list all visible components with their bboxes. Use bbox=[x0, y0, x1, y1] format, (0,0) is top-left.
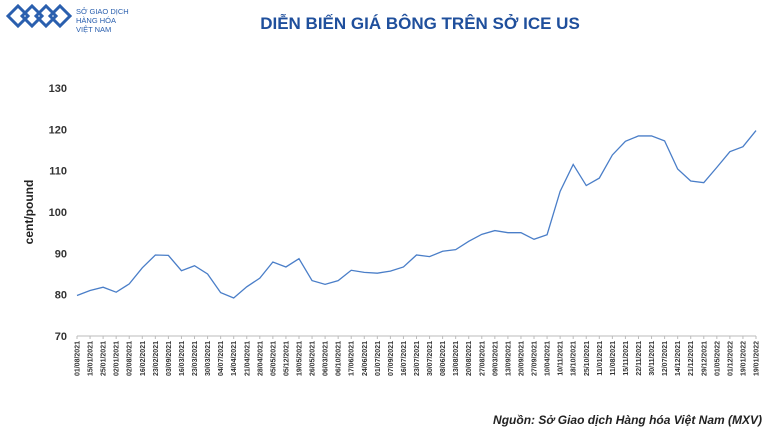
x-tick-label: 14/12/2021 bbox=[675, 341, 682, 376]
x-tick-label: 03/09/2021 bbox=[166, 341, 173, 376]
y-tick-label: 100 bbox=[49, 207, 67, 219]
chart-title: DIỄN BIẾN GIÁ BÔNG TRÊN SỞ ICE US bbox=[260, 14, 580, 33]
x-tick-label: 30/03/2021 bbox=[205, 341, 212, 376]
x-tick-label: 06/10/2021 bbox=[336, 341, 343, 376]
x-tick-label: 11/08/2021 bbox=[610, 341, 617, 376]
x-tick-label: 06/03/2021 bbox=[323, 341, 330, 376]
x-tick-label: 07/09/2021 bbox=[388, 341, 395, 376]
x-tick-label: 12/07/2021 bbox=[662, 341, 669, 376]
x-tick-label: 16/03/2021 bbox=[179, 341, 186, 376]
y-tick-label: 70 bbox=[55, 331, 67, 343]
x-tick-label: 20/09/2021 bbox=[518, 341, 525, 376]
x-tick-label: 01/05/2022 bbox=[714, 341, 721, 376]
x-tick-label: 16/02/2021 bbox=[140, 341, 147, 376]
x-tick-label: 20/08/2021 bbox=[466, 341, 473, 376]
x-tick-label: 19/01/2022 bbox=[754, 341, 761, 376]
x-tick-label: 29/12/2021 bbox=[701, 341, 708, 376]
x-tick-label: 02/01/2021 bbox=[114, 341, 121, 376]
y-tick-label: 90 bbox=[55, 248, 67, 260]
x-tick-label: 04/07/2021 bbox=[218, 341, 225, 376]
x-tick-label: 27/08/2021 bbox=[479, 341, 486, 376]
x-tick-label: 23/03/2021 bbox=[192, 341, 199, 376]
x-tick-label: 23/02/2021 bbox=[153, 341, 160, 376]
x-tick-label: 24/06/2021 bbox=[362, 341, 369, 376]
x-tick-label: 28/04/2021 bbox=[257, 341, 264, 376]
x-tick-label: 26/05/2021 bbox=[310, 341, 317, 376]
y-tick-label: 110 bbox=[49, 166, 67, 178]
x-tick-label: 18/10/2021 bbox=[571, 341, 578, 376]
y-tick-label: 80 bbox=[55, 290, 67, 302]
x-tick-label: 17/06/2021 bbox=[349, 341, 356, 376]
source: Nguồn: Sở Giao dịch Hàng hóa Việt Nam (M… bbox=[493, 413, 762, 427]
x-tick-label: 19/01/2022 bbox=[740, 341, 747, 376]
x-tick-label: 09/03/2021 bbox=[492, 341, 499, 376]
x-tick-label: 10/04/2021 bbox=[545, 341, 552, 376]
x-tick-label: 13/08/2021 bbox=[453, 341, 460, 376]
y-axis-label: cent/pound bbox=[22, 180, 36, 245]
x-tick-label: 08/06/2021 bbox=[440, 341, 447, 376]
x-tick-label: 16/07/2021 bbox=[401, 341, 408, 376]
x-tick-label: 11/01/2021 bbox=[597, 341, 604, 376]
x-tick-label: 15/11/2021 bbox=[623, 341, 630, 376]
logo: SỞ GIAO DỊCH HÀNG HÓA VIỆT NAM bbox=[5, 3, 129, 34]
x-tick-label: 30/07/2021 bbox=[427, 341, 434, 376]
x-tick-label: 14/04/2021 bbox=[231, 341, 238, 376]
y-tick-label: 120 bbox=[49, 124, 67, 136]
logo-text: VIỆT NAM bbox=[76, 25, 111, 34]
x-tick-label: 25/10/2021 bbox=[584, 341, 591, 376]
x-tick-label: 21/12/2021 bbox=[688, 341, 695, 376]
x-tick-label: 13/09/2021 bbox=[505, 341, 512, 376]
x-tick-label: 01/12/2022 bbox=[727, 341, 734, 376]
x-tick-label: 02/08/2021 bbox=[127, 341, 134, 376]
x-tick-label: 01/08/2021 bbox=[75, 341, 82, 376]
x-tick-label: 22/11/2021 bbox=[636, 341, 643, 376]
x-tick-label: 30/11/2021 bbox=[649, 341, 656, 376]
x-tick-label: 19/05/2021 bbox=[296, 341, 303, 376]
x-tick-label: 10/11/2021 bbox=[558, 341, 565, 376]
x-tick-label: 25/01/2021 bbox=[101, 341, 108, 376]
x-tick-label: 27/09/2021 bbox=[532, 341, 539, 376]
x-tick-label: 15/01/2021 bbox=[88, 341, 95, 376]
x-tick-label: 05/05/2021 bbox=[270, 341, 277, 376]
x-tick-label: 23/07/2021 bbox=[414, 341, 421, 376]
line bbox=[76, 130, 757, 299]
x-tick-label: 21/04/2021 bbox=[244, 341, 251, 376]
y-tick-label: 130 bbox=[49, 83, 67, 95]
logo-text: SỞ GIAO DỊCH bbox=[76, 7, 129, 16]
logo-text: HÀNG HÓA bbox=[76, 16, 116, 25]
x-tick-label: 01/07/2021 bbox=[375, 341, 382, 376]
x-tick-label: 05/12/2021 bbox=[283, 341, 290, 376]
